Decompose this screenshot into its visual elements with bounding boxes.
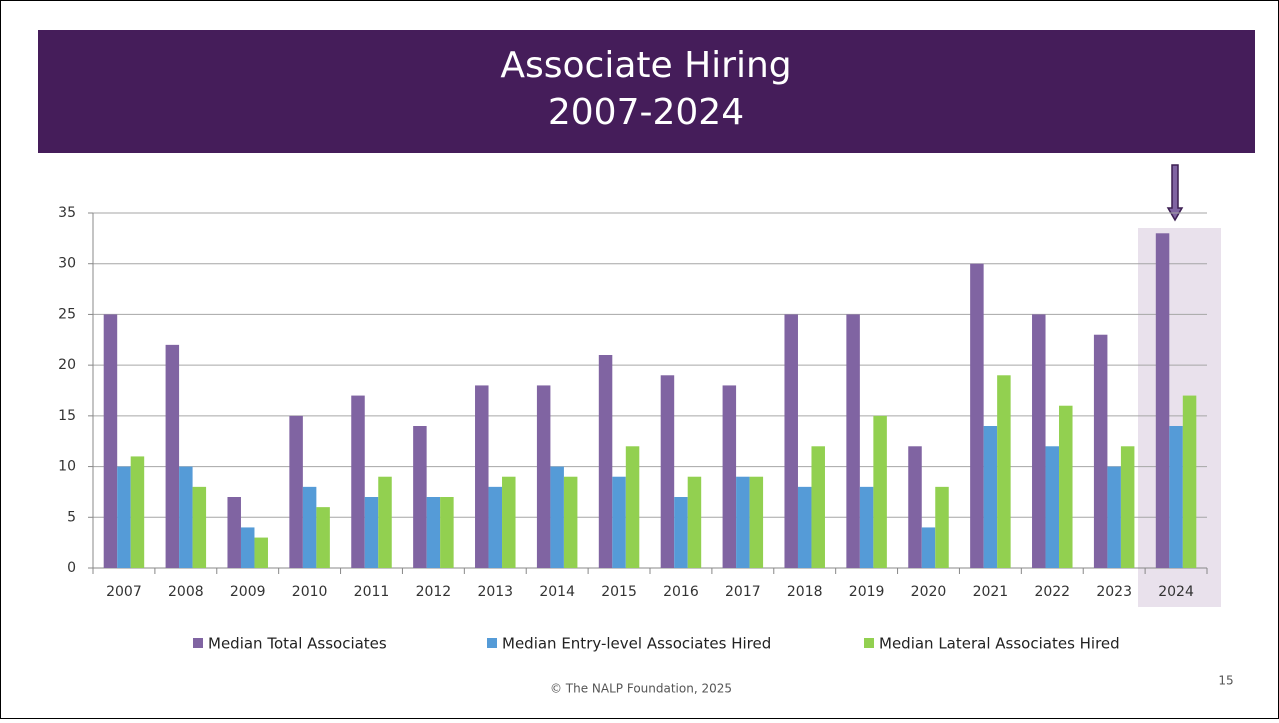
bar <box>1182 395 1197 568</box>
footer: © The NALP Foundation, 2025 <box>550 682 732 696</box>
legend-swatch <box>487 638 497 648</box>
bar <box>859 486 874 568</box>
chart-title: Associate Hiring <box>500 45 791 86</box>
bar <box>364 497 379 568</box>
bar <box>240 527 255 568</box>
x-tick-label: 2022 <box>1034 584 1070 600</box>
bar <box>179 466 193 568</box>
bar <box>1120 446 1135 568</box>
bar <box>488 486 503 568</box>
y-tick-label: 35 <box>58 205 76 221</box>
bar <box>1059 405 1073 568</box>
bar <box>536 385 551 568</box>
bar <box>550 466 564 568</box>
bar <box>192 486 207 568</box>
bar <box>612 476 626 568</box>
y-tick-label: 0 <box>67 560 76 576</box>
x-tick-label: 2016 <box>663 584 699 600</box>
bar <box>413 426 427 568</box>
bar <box>289 415 303 568</box>
legend-swatch <box>864 638 874 648</box>
x-tick-label: 2014 <box>539 584 575 600</box>
bar <box>563 476 578 568</box>
y-tick-label: 5 <box>67 509 76 525</box>
x-tick-label: 2013 <box>477 584 513 600</box>
y-tick-label: 15 <box>58 408 76 424</box>
legend-label: Median Entry-level Associates Hired <box>502 635 771 653</box>
bar <box>846 314 860 568</box>
bar <box>749 476 764 568</box>
highlight-arrow <box>1166 164 1184 222</box>
x-tick-label: 2007 <box>106 584 142 600</box>
bar <box>674 497 688 568</box>
bar <box>660 375 675 568</box>
x-tick-label: 2019 <box>849 584 885 600</box>
bar <box>722 385 737 568</box>
bar <box>625 446 640 568</box>
bar <box>378 476 392 568</box>
bar <box>502 476 516 568</box>
bar <box>103 314 118 568</box>
bar <box>165 344 180 568</box>
x-tick-label: 2020 <box>911 584 947 600</box>
legend-swatch <box>193 638 203 648</box>
bar <box>440 497 454 568</box>
bar <box>227 497 241 568</box>
bar <box>316 507 330 568</box>
bar <box>117 466 131 568</box>
bar <box>1107 466 1121 568</box>
bar <box>475 385 489 568</box>
x-tick-label: 2018 <box>787 584 823 600</box>
bar <box>935 486 949 568</box>
y-tick-label: 30 <box>58 256 76 272</box>
y-tick-label: 10 <box>58 459 76 475</box>
x-tick-label: 2015 <box>601 584 637 600</box>
x-tick-label: 2009 <box>230 584 266 600</box>
bar <box>997 375 1011 568</box>
bar <box>797 486 812 568</box>
bar <box>426 497 441 568</box>
bar <box>970 263 984 568</box>
bar <box>983 426 998 568</box>
bar <box>921 527 936 568</box>
bar <box>302 486 317 568</box>
x-tick-label: 2011 <box>354 584 390 600</box>
legend-label: Median Total Associates <box>208 635 387 653</box>
bar <box>873 415 887 568</box>
bar <box>908 446 922 568</box>
bar <box>784 314 798 568</box>
page-number: 15 <box>1218 674 1233 688</box>
x-tick-label: 2023 <box>1096 584 1132 600</box>
bar <box>1169 426 1183 568</box>
bar <box>1093 334 1108 568</box>
bar <box>351 395 365 568</box>
bar <box>130 456 145 568</box>
y-tick-label: 25 <box>58 306 76 322</box>
bar <box>598 355 613 568</box>
bar <box>811 446 825 568</box>
x-tick-label: 2008 <box>168 584 204 600</box>
bar <box>254 537 268 568</box>
bar <box>1155 233 1170 569</box>
legend-label: Median Lateral Associates Hired <box>879 635 1120 653</box>
x-tick-label: 2012 <box>416 584 452 600</box>
bar <box>1032 314 1046 568</box>
y-tick-label: 20 <box>58 357 76 373</box>
x-tick-label: 2010 <box>292 584 328 600</box>
x-tick-label: 2024 <box>1158 584 1194 600</box>
bar <box>687 476 702 568</box>
bar <box>736 476 750 568</box>
x-tick-label: 2021 <box>973 584 1009 600</box>
chart-subtitle: 2007-2024 <box>548 92 744 133</box>
title-banner <box>38 30 1255 153</box>
bar <box>1045 446 1060 568</box>
x-tick-label: 2017 <box>725 584 761 600</box>
